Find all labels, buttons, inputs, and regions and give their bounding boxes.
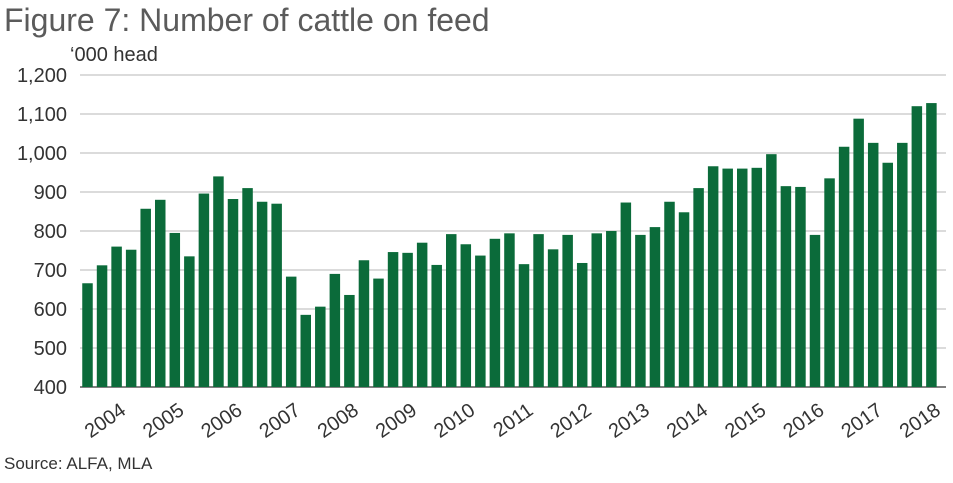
bar xyxy=(838,146,850,387)
bar xyxy=(227,199,239,387)
bar xyxy=(926,103,937,387)
bar xyxy=(300,314,311,387)
x-tick-label: 2011 xyxy=(490,399,538,442)
bar xyxy=(518,264,530,387)
bar xyxy=(693,188,704,387)
bar xyxy=(125,249,137,387)
bar xyxy=(213,176,224,387)
bar xyxy=(169,232,181,387)
bar xyxy=(576,262,588,387)
bar xyxy=(795,186,806,387)
y-tick-label: 400 xyxy=(34,377,67,399)
bar xyxy=(271,203,282,387)
bar xyxy=(373,278,384,387)
bar xyxy=(504,233,515,387)
bar xyxy=(853,118,864,388)
x-axis-ticks: 2004 2005 2006 2007 2008 2009 2010 2011 2012 2013… xyxy=(81,399,945,443)
bar xyxy=(766,154,777,387)
bar xyxy=(431,264,442,387)
x-tick-label: 2012 xyxy=(547,399,596,443)
bar xyxy=(344,294,355,387)
bar xyxy=(562,234,573,387)
bar xyxy=(460,244,472,387)
bar xyxy=(155,199,166,387)
bar xyxy=(809,234,821,387)
bar xyxy=(242,188,253,387)
bar xyxy=(315,306,326,387)
bar xyxy=(751,167,763,387)
y-axis-unit-label: ‘000 head xyxy=(70,44,158,66)
y-tick-label: 800 xyxy=(34,221,67,243)
bar xyxy=(285,276,297,387)
bar xyxy=(140,208,151,387)
x-tick-label: 2009 xyxy=(372,399,421,443)
source-note: Source: ALFA, MLA xyxy=(4,454,153,473)
x-tick-label: 2005 xyxy=(139,399,188,443)
bar xyxy=(475,255,486,387)
bar xyxy=(416,242,428,387)
bar xyxy=(649,227,661,387)
bar xyxy=(911,106,923,387)
x-tick-label: 2004 xyxy=(81,399,130,443)
x-tick-label: 2013 xyxy=(605,399,654,443)
bar xyxy=(256,201,268,387)
bar xyxy=(184,256,195,387)
bar xyxy=(547,249,559,387)
x-tick-label: 2006 xyxy=(197,399,246,443)
bar xyxy=(635,234,646,387)
y-tick-label: 900 xyxy=(34,182,67,204)
y-tick-label: 1,200 xyxy=(17,65,67,87)
y-tick-label: 600 xyxy=(34,299,67,321)
chart-title: Figure 7: Number of cattle on feed xyxy=(4,2,490,38)
x-tick-label: 2017 xyxy=(838,399,887,443)
bar xyxy=(82,283,93,387)
bars xyxy=(82,103,937,388)
bar xyxy=(329,273,341,387)
bar xyxy=(358,260,370,387)
bar xyxy=(111,246,122,387)
y-axis-ticks: 400 500 600 700 800 900 1,000 1,100 1,200 xyxy=(17,65,67,399)
bar xyxy=(737,168,748,387)
bar xyxy=(678,212,690,387)
bar xyxy=(664,201,675,387)
bar xyxy=(402,252,413,387)
bar xyxy=(824,178,835,387)
y-tick-label: 1,100 xyxy=(17,104,67,126)
bar xyxy=(882,162,893,387)
bar xyxy=(489,238,501,387)
bar xyxy=(722,168,733,387)
bar xyxy=(96,265,108,387)
bar xyxy=(620,202,632,387)
bar xyxy=(707,166,719,387)
x-tick-label: 2007 xyxy=(256,399,305,443)
bar xyxy=(867,142,879,387)
bar xyxy=(897,142,908,387)
x-tick-label: 2018 xyxy=(896,399,945,443)
bar xyxy=(780,186,792,387)
x-tick-label: 2016 xyxy=(779,399,828,443)
bar xyxy=(198,193,210,387)
x-tick-label: 2008 xyxy=(314,399,363,443)
bar xyxy=(446,234,457,387)
x-tick-label: 2014 xyxy=(663,399,712,443)
bar xyxy=(591,233,602,387)
bar xyxy=(533,234,544,387)
y-tick-label: 700 xyxy=(34,260,67,282)
y-tick-label: 1,000 xyxy=(17,143,67,165)
bar xyxy=(387,252,399,387)
x-tick-label: 2010 xyxy=(430,399,479,443)
y-tick-label: 500 xyxy=(34,338,67,360)
x-tick-label: 2015 xyxy=(721,399,770,443)
bar xyxy=(606,231,617,387)
